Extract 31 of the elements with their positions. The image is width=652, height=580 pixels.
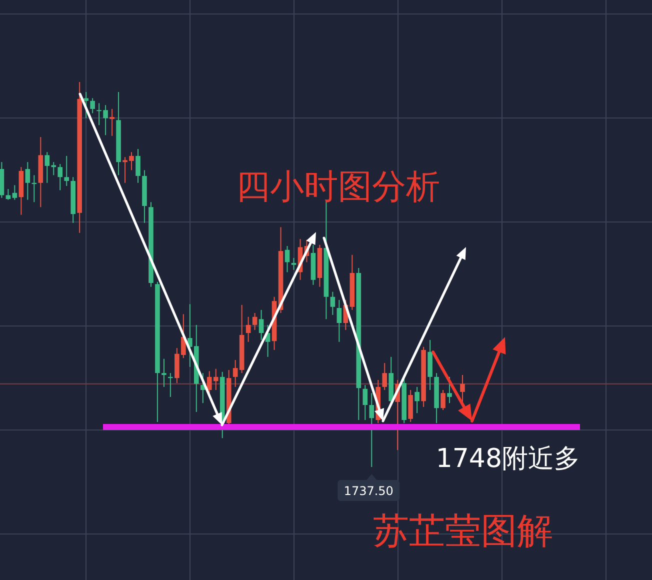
candlestick (258, 309, 264, 340)
candlestick (12, 184, 18, 200)
candlestick (25, 162, 30, 200)
ref-line-label: 1748附近多 (436, 444, 580, 474)
candlestick (291, 257, 296, 270)
candlestick (440, 390, 446, 411)
annotation: 1737.50 (344, 484, 394, 498)
candlestick (362, 384, 368, 421)
candlestick (6, 188, 11, 200)
candlestick (369, 392, 374, 468)
candlestick (414, 386, 420, 414)
candlestick (232, 359, 238, 388)
candlestick (447, 376, 452, 404)
candlestick (330, 291, 336, 316)
candlestick (110, 108, 114, 136)
candlestick (460, 374, 465, 402)
text: 四小时图分析 (236, 167, 440, 207)
candlestick (408, 390, 413, 422)
candlestick (382, 362, 388, 390)
candlestick (246, 316, 251, 342)
candlestick (168, 372, 173, 398)
candlestick (64, 155, 69, 186)
candlestick (84, 92, 88, 119)
candlestick (136, 148, 140, 184)
candlestick (90, 98, 95, 114)
candlestick (336, 299, 342, 342)
candlestick (284, 246, 290, 273)
candlestick (252, 312, 258, 330)
candlestick (162, 358, 166, 388)
text: 苏芷莹图解 (373, 511, 553, 552)
candlestick (58, 164, 63, 191)
